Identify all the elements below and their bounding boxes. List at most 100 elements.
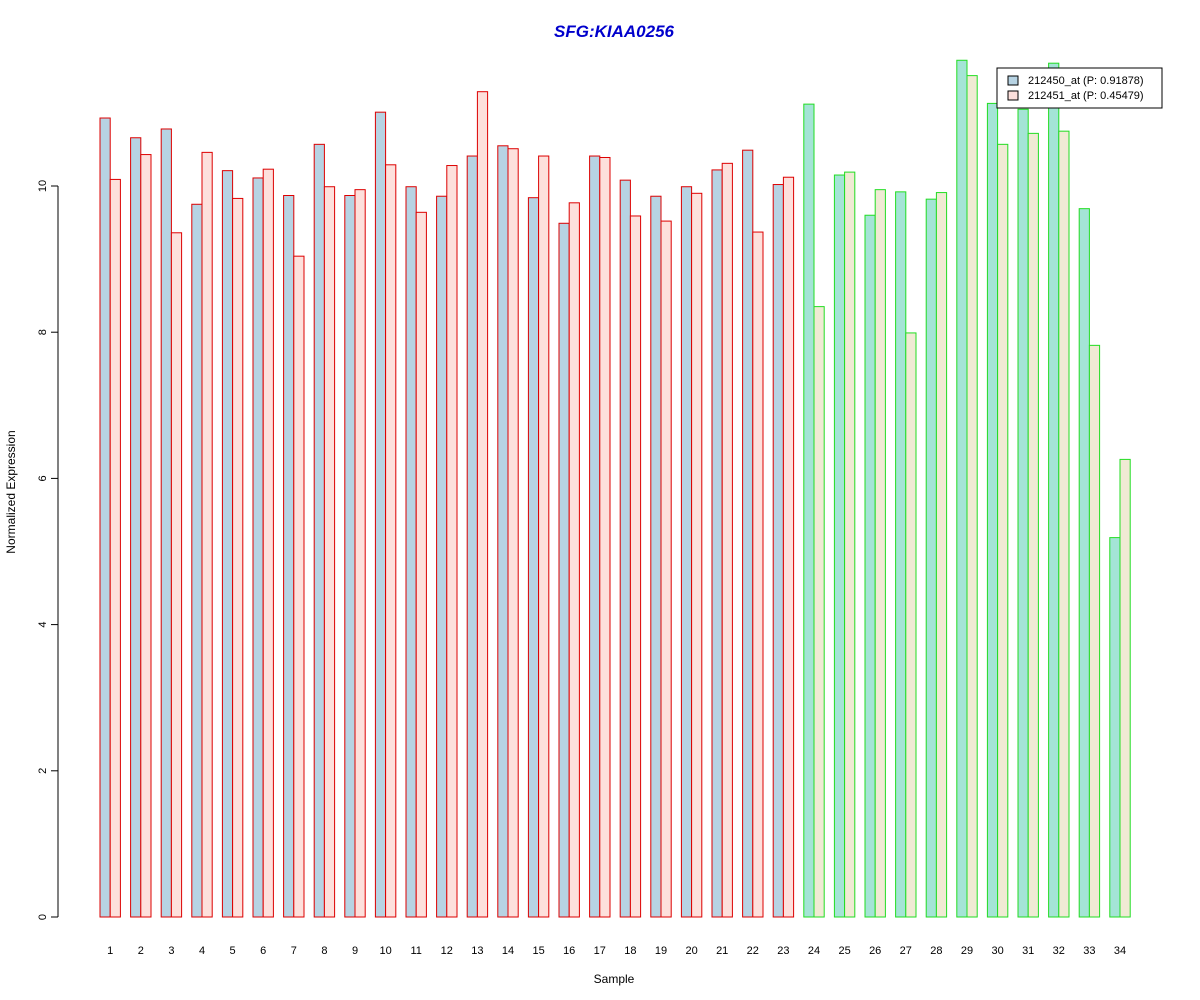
- bar-series1-sample-10: [374, 111, 387, 918]
- x-tick-label: 25: [838, 945, 850, 957]
- x-tick-label: 34: [1114, 945, 1126, 957]
- x-tick-label: 2: [138, 945, 144, 957]
- bar-series1-sample-12: [436, 195, 448, 918]
- bar-series2-sample-13: [476, 91, 489, 918]
- legend: 212450_at (P: 0.91878) 212451_at (P: 0.45…: [996, 67, 1163, 109]
- bar-series1-sample-33: [1078, 208, 1090, 918]
- y-tick-label: 8: [37, 329, 49, 335]
- bar-series1-sample-8: [313, 143, 325, 918]
- bar-series1-sample-27: [895, 191, 907, 918]
- bar-series1-sample-26: [864, 214, 876, 918]
- bar-series1-sample-4: [191, 203, 203, 918]
- x-tick-labels: 1 2 3 4 5 6 7 8 9 10 11 12 13 14 15 16 17 18 19 20 21 22 23 24 2…: [107, 945, 1126, 957]
- x-tick-label: 18: [624, 945, 636, 957]
- x-tick-label: 31: [1022, 945, 1034, 957]
- x-tick-label: 14: [502, 945, 514, 957]
- bar-series2-sample-17: [599, 156, 611, 918]
- bar-series1-sample-32: [1048, 62, 1060, 918]
- bar-series1-sample-25: [833, 174, 846, 918]
- bar-series1-sample-28: [925, 198, 937, 918]
- bar-series1-sample-17: [589, 155, 601, 918]
- x-tick-label: 30: [991, 945, 1003, 957]
- y-axis: 0 2 4 6 8 10: [37, 180, 59, 920]
- x-tick-label: 6: [260, 945, 266, 957]
- bar-series2-sample-26: [874, 189, 886, 918]
- bar-series2-sample-8: [323, 186, 336, 918]
- bar-series1-sample-7: [283, 195, 295, 918]
- y-tick-label: 10: [37, 180, 49, 192]
- bar-series1-sample-6: [252, 177, 264, 918]
- bar-series1-sample-24: [803, 103, 815, 918]
- bar-series2-sample-16: [568, 202, 580, 918]
- bar-series1-sample-2: [130, 137, 142, 918]
- x-tick-label: 22: [747, 945, 759, 957]
- bar-series2-sample-19: [660, 220, 672, 918]
- x-tick-label: 9: [352, 945, 358, 957]
- x-tick-label: 13: [471, 945, 483, 957]
- bar-series1-sample-34: [1109, 537, 1121, 918]
- bar-series2-sample-23: [782, 176, 795, 918]
- bar-series1-sample-15: [527, 197, 540, 918]
- chart-title: SFG:KIAA0256: [554, 22, 675, 41]
- x-axis-label: Sample: [594, 972, 635, 986]
- bar-series2-sample-2: [140, 154, 152, 918]
- bar-series2-sample-21: [721, 162, 733, 918]
- legend-label-series2: 212451_at (P: 0.45479): [1028, 90, 1144, 102]
- bar-series2-sample-10: [385, 164, 397, 918]
- bar-series1-sample-18: [619, 179, 631, 918]
- bar-series2-sample-27: [905, 332, 917, 918]
- bar-series2-sample-22: [752, 231, 764, 918]
- x-tick-label: 12: [441, 945, 453, 957]
- bar-series1-sample-9: [344, 195, 356, 918]
- bar-series2-sample-24: [813, 306, 825, 918]
- legend-label-series1: 212450_at (P: 0.91878): [1028, 75, 1144, 87]
- y-axis-label: Normalized Expression: [4, 430, 18, 553]
- legend-swatch-series1: [1007, 75, 1019, 86]
- bar-series2-sample-31: [1027, 132, 1039, 918]
- bar-series2-sample-11: [415, 211, 427, 918]
- y-tick-label: 6: [37, 475, 49, 481]
- bar-series1-sample-3: [160, 128, 172, 918]
- x-tick-label: 17: [594, 945, 606, 957]
- bar-series1-sample-13: [466, 155, 478, 918]
- x-tick-label: 28: [930, 945, 942, 957]
- x-tick-label: 10: [379, 945, 391, 957]
- x-tick-label: 11: [410, 945, 421, 957]
- legend-box: [996, 67, 1163, 109]
- x-tick-label: 27: [900, 945, 912, 957]
- bar-series1-sample-1: [99, 117, 111, 918]
- bar-series2-sample-25: [844, 171, 856, 918]
- legend-swatch-series2: [1007, 90, 1019, 101]
- x-tick-label: 23: [777, 945, 789, 957]
- y-tick-label: 2: [37, 768, 49, 774]
- bar-series2-sample-29: [966, 75, 978, 918]
- x-tick-label: 24: [808, 945, 820, 957]
- bar-series2-sample-28: [935, 192, 948, 918]
- bar-series1-sample-31: [1017, 108, 1029, 918]
- x-tick-label: 20: [685, 945, 697, 957]
- bar-series1-sample-14: [497, 145, 509, 918]
- x-tick-label: 21: [716, 945, 728, 957]
- x-tick-label: 1: [107, 945, 113, 957]
- bars-layer: [99, 59, 1131, 918]
- bar-series1-sample-11: [405, 186, 417, 918]
- bar-series2-sample-1: [109, 178, 121, 918]
- bar-series2-sample-32: [1058, 130, 1070, 918]
- bar-series2-sample-4: [201, 151, 213, 918]
- x-tick-label: 3: [168, 945, 174, 957]
- bar-series2-sample-9: [354, 189, 366, 918]
- x-tick-label: 5: [230, 945, 236, 957]
- bar-series1-sample-5: [221, 170, 234, 918]
- bar-series1-sample-29: [956, 59, 968, 918]
- x-tick-label: 19: [655, 945, 667, 957]
- bar-series2-sample-15: [538, 155, 550, 918]
- x-tick-label: 33: [1083, 945, 1095, 957]
- bar-series2-sample-3: [170, 232, 183, 918]
- bar-series1-sample-22: [742, 149, 754, 918]
- x-tick-label: 16: [563, 945, 575, 957]
- bar-series2-sample-20: [691, 192, 703, 918]
- bar-series2-sample-33: [1088, 344, 1101, 918]
- bar-series2-sample-34: [1119, 458, 1131, 918]
- bar-series2-sample-6: [262, 168, 274, 918]
